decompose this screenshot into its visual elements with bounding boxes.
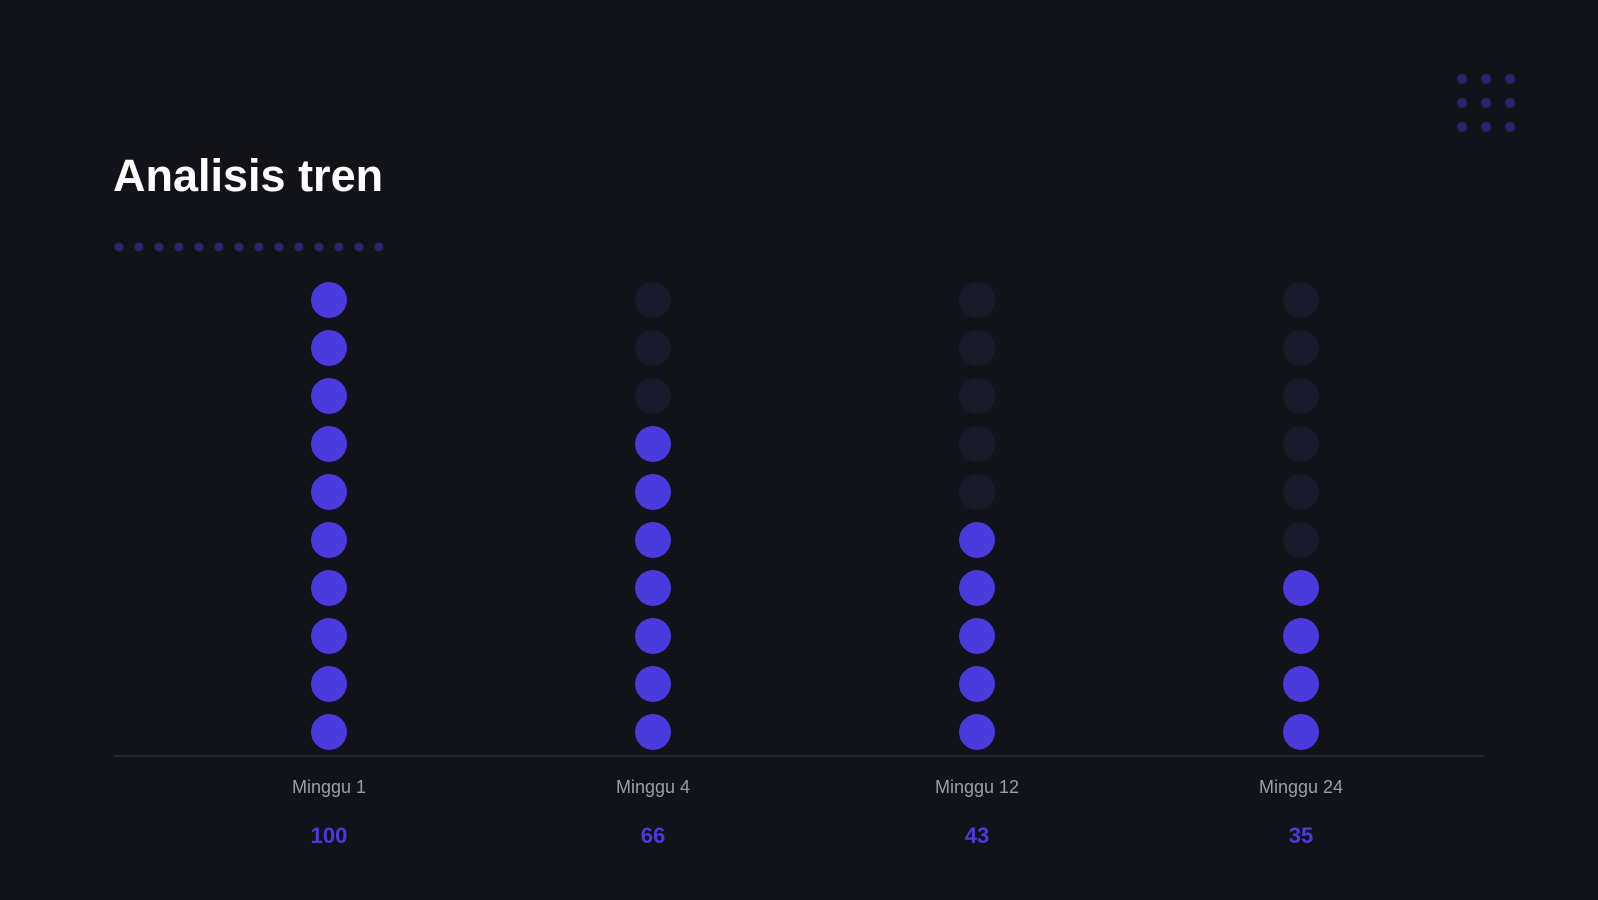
bar-dot-empty xyxy=(1283,426,1319,462)
value-label: 100 xyxy=(311,823,348,848)
bar-dot-empty xyxy=(1283,330,1319,366)
bar-dot-filled xyxy=(635,570,671,606)
value-label: 66 xyxy=(641,823,665,848)
bar-dot-filled xyxy=(1283,570,1319,606)
bar-dot-filled xyxy=(311,378,347,414)
category-label: Minggu 4 xyxy=(616,777,690,797)
category-label: Minggu 1 xyxy=(292,777,366,797)
bar-dot-empty xyxy=(959,426,995,462)
bar-dot-filled xyxy=(959,522,995,558)
bar-dot-filled xyxy=(311,522,347,558)
bar-dot-filled xyxy=(311,282,347,318)
bar-dot-empty xyxy=(1283,282,1319,318)
value-label: 35 xyxy=(1289,823,1313,848)
page-title: Analisis tren xyxy=(113,150,384,201)
bar-dot-empty xyxy=(1283,522,1319,558)
bar-dot-filled xyxy=(311,618,347,654)
bar-dot-filled xyxy=(311,570,347,606)
bar-dot-filled xyxy=(635,666,671,702)
bar-dot-filled xyxy=(311,474,347,510)
bar-dot-empty xyxy=(635,378,671,414)
bar-dot-filled xyxy=(635,426,671,462)
bar-dot-empty xyxy=(1283,378,1319,414)
bar-dot-empty xyxy=(959,330,995,366)
bar-dot-empty xyxy=(635,330,671,366)
bar-dot-filled xyxy=(1283,714,1319,750)
value-label: 43 xyxy=(965,823,989,848)
category-label: Minggu 12 xyxy=(935,777,1019,797)
title-dot-divider xyxy=(114,242,384,252)
bar-dot-filled xyxy=(959,714,995,750)
bar-dot-filled xyxy=(959,666,995,702)
bar-dot-empty xyxy=(1283,474,1319,510)
bar-dot-filled xyxy=(635,474,671,510)
bar-dot-filled xyxy=(635,522,671,558)
category-label: Minggu 24 xyxy=(1259,777,1343,797)
bar-dot-filled xyxy=(311,426,347,462)
bar-dot-filled xyxy=(959,618,995,654)
bar-dot-filled xyxy=(959,570,995,606)
bar-dot-filled xyxy=(635,714,671,750)
bar-dot-empty xyxy=(635,282,671,318)
bar-dot-filled xyxy=(311,330,347,366)
bar-dot-empty xyxy=(959,474,995,510)
bar-dot-filled xyxy=(311,666,347,702)
bar-dot-filled xyxy=(1283,618,1319,654)
bar-dot-filled xyxy=(311,714,347,750)
bar-dot-empty xyxy=(959,282,995,318)
bar-dot-filled xyxy=(1283,666,1319,702)
bar-dot-filled xyxy=(635,618,671,654)
bar-dot-empty xyxy=(959,378,995,414)
corner-dot-grid-decoration xyxy=(1457,74,1515,132)
